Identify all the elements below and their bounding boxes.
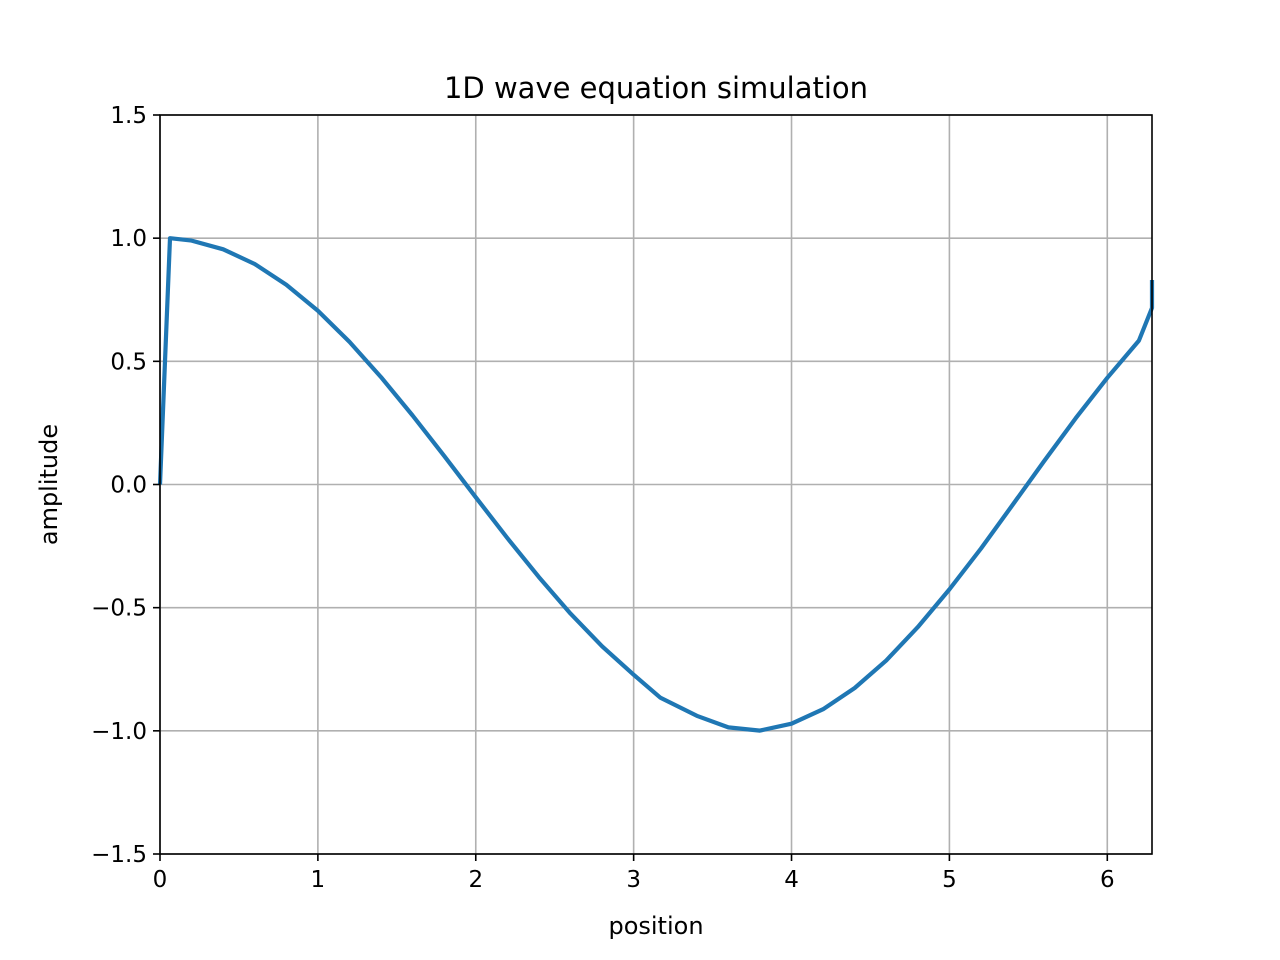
y-tick-label: 0.0 (110, 473, 147, 499)
y-axis-label: amplitude (35, 424, 63, 545)
x-tick-label: 1 (311, 867, 326, 893)
y-tick-label: 0.5 (110, 349, 147, 375)
y-tick-label: −1.0 (91, 719, 147, 745)
x-tick-label: 0 (153, 867, 168, 893)
y-tick-label: −0.5 (91, 596, 147, 622)
x-tick-label: 2 (468, 867, 483, 893)
x-tick-label: 6 (1100, 867, 1115, 893)
x-tick-label: 3 (626, 867, 641, 893)
x-axis-label: position (608, 912, 703, 940)
series-layer (157, 236, 1155, 733)
y-tick-label: 1.0 (110, 226, 147, 252)
x-tick-label: 5 (942, 867, 957, 893)
y-tick-label: −1.5 (91, 842, 147, 868)
chart-title: 1D wave equation simulation (444, 71, 868, 105)
axis-ticks: 0 1 2 3 4 5 6 −1.5 −1.0 −0.5 0.0 0.5 1.0 1.5 (91, 103, 1114, 893)
series-line (157, 236, 1155, 733)
x-tick-label: 4 (784, 867, 799, 893)
y-tick-label: 1.5 (110, 103, 147, 129)
